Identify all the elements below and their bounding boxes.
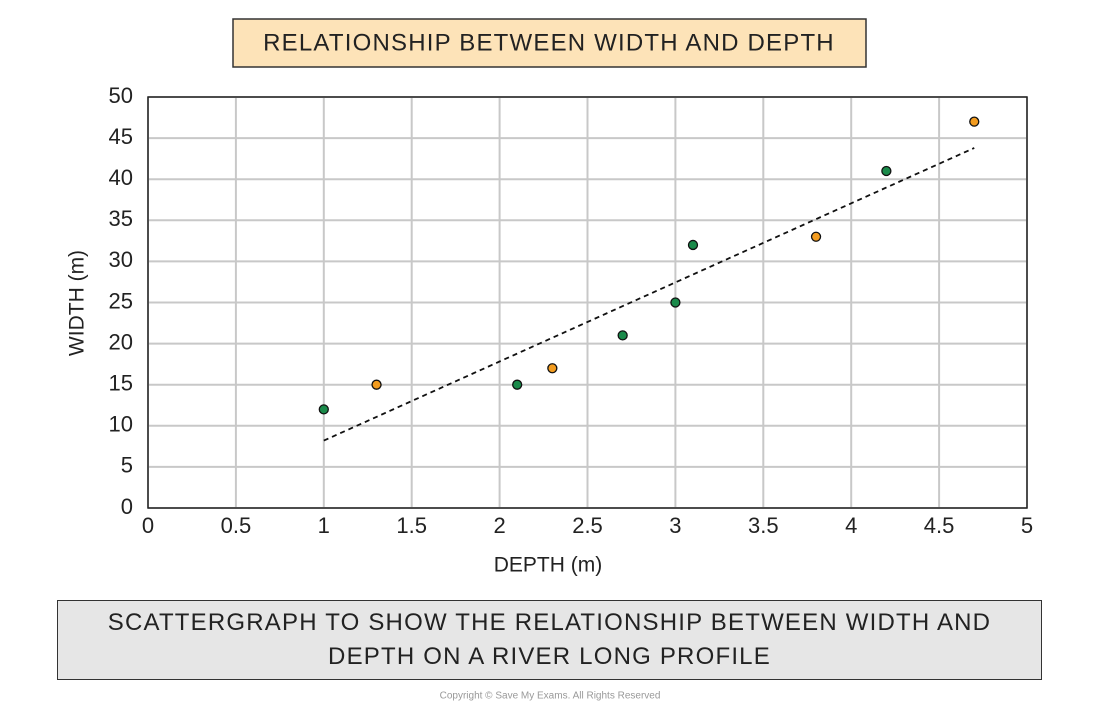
data-point (687, 239, 699, 251)
x-tick-label: 4.5 (924, 513, 955, 538)
y-tick-label: 30 (109, 247, 133, 272)
data-point (318, 404, 329, 415)
y-tick-label: 10 (109, 412, 133, 437)
x-tick-label: 2.5 (572, 513, 603, 538)
y-axis-label: WIDTH (m) (66, 250, 89, 356)
copyright: Copyright © Save My Exams. All Rights Re… (440, 691, 661, 702)
x-tick-label: 1 (318, 513, 330, 538)
y-tick-label: 0 (121, 494, 133, 519)
data-point (670, 297, 681, 308)
y-tick-label: 20 (109, 329, 133, 354)
caption: SCATTERGRAPH TO SHOW THE RELATIONSHIP BE… (57, 600, 1042, 680)
x-axis-label: DEPTH (m) (494, 554, 603, 577)
data-point (810, 231, 822, 242)
title-box (232, 18, 867, 68)
data-point (969, 116, 980, 127)
data-point (512, 379, 523, 390)
x-tick-label: 0.5 (221, 513, 252, 538)
y-tick-label: 15 (109, 371, 133, 396)
x-tick-label: 5 (1021, 513, 1033, 538)
trend-line (323, 147, 975, 442)
x-tick-label: 4 (845, 513, 857, 538)
data-point (617, 330, 628, 341)
y-tick-label: 5 (121, 453, 133, 478)
data-point (547, 363, 558, 374)
data-point (881, 165, 892, 177)
x-tick-label: 2 (493, 513, 505, 538)
chart-title: RELATIONSHIP BETWEEN WIDTH AND DEPTH (263, 29, 835, 56)
y-tick-label: 45 (109, 124, 133, 149)
data-point (371, 379, 382, 390)
x-tick-label: 0 (142, 513, 154, 538)
plot-frame (147, 96, 1028, 509)
x-tick-label: 1.5 (396, 513, 427, 538)
y-tick-label: 50 (109, 83, 133, 108)
y-tick-label: 40 (109, 165, 133, 190)
x-tick-label: 3 (669, 513, 681, 538)
y-tick-label: 25 (109, 288, 133, 313)
x-tick-label: 3.5 (748, 513, 779, 538)
y-tick-label: 35 (109, 206, 133, 231)
